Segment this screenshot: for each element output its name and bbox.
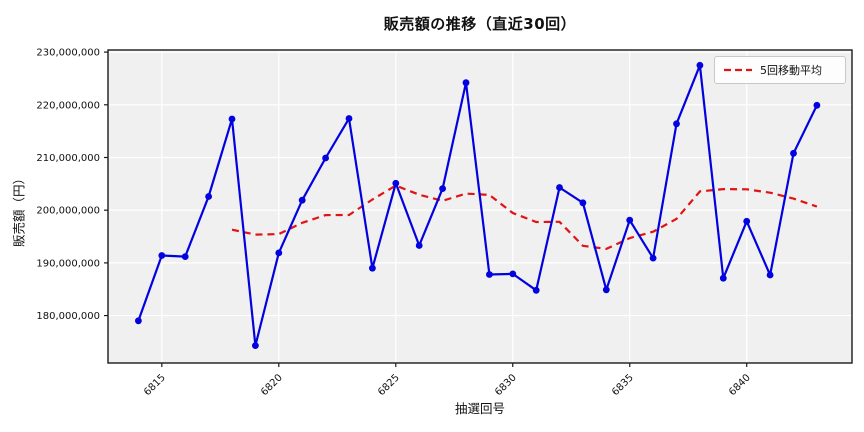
x-axis-label: 抽選回号	[454, 401, 505, 416]
data-point	[345, 115, 353, 122]
data-point	[181, 253, 189, 260]
data-point	[158, 252, 166, 259]
x-tick-label: 6825	[376, 372, 402, 398]
data-point	[509, 270, 517, 278]
x-tick-label: 6840	[727, 372, 753, 398]
chart-title: 販売額の推移（直近30回）	[383, 15, 577, 33]
data-point	[602, 286, 610, 294]
y-axis-label: 販売額（円）	[11, 172, 27, 248]
data-point	[649, 254, 657, 262]
y-tick-label: 220,000,000	[36, 100, 100, 111]
data-point	[369, 264, 376, 272]
data-point	[486, 271, 493, 278]
data-point	[252, 342, 259, 349]
data-point	[415, 242, 423, 249]
data-point	[743, 217, 751, 225]
x-tick-label: 6815	[142, 372, 168, 398]
data-point	[673, 120, 680, 128]
plot-border	[107, 49, 853, 364]
x-tick-label: 6820	[259, 372, 285, 398]
data-point	[532, 286, 540, 294]
data-point	[462, 79, 470, 87]
data-point	[228, 115, 236, 123]
y-tick-label: 200,000,000	[36, 206, 100, 217]
data-point	[696, 61, 704, 69]
x-tick-label: 6835	[610, 372, 636, 398]
legend-box: 5回移動平均	[714, 56, 846, 84]
legend-dashed-line-icon	[724, 68, 752, 72]
data-point	[439, 185, 446, 193]
data-point	[766, 271, 774, 279]
data-point	[813, 101, 821, 109]
y-tick-label: 230,000,000	[36, 48, 100, 59]
y-tick-label: 210,000,000	[36, 153, 100, 164]
data-point	[392, 179, 400, 187]
data-point	[275, 249, 283, 257]
sales-line	[137, 64, 818, 347]
data-point	[719, 274, 727, 282]
y-tick-label: 180,000,000	[36, 311, 100, 322]
legend-entry-moving-average: 5回移動平均	[760, 64, 822, 77]
data-point	[556, 184, 563, 191]
data-point	[790, 149, 797, 157]
data-point	[626, 216, 634, 224]
data-point	[322, 154, 329, 162]
data-point	[579, 199, 587, 207]
data-point	[135, 317, 142, 325]
moving-average-line	[231, 184, 818, 251]
y-tick-label: 190,000,000	[36, 258, 100, 269]
x-tick-label: 6830	[493, 372, 519, 398]
data-point	[205, 193, 213, 200]
data-point	[298, 196, 306, 204]
